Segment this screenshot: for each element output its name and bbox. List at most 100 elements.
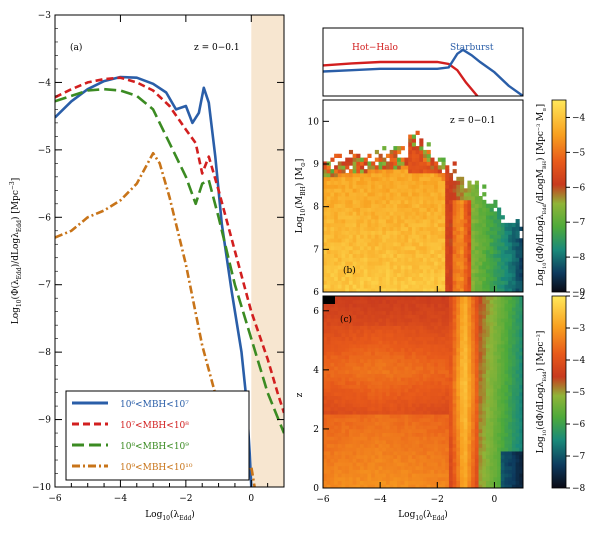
heatmap-b-cell: [460, 245, 465, 251]
heatmap-c-cell: [360, 403, 365, 408]
panel-c-letter: (c): [340, 314, 352, 325]
heatmap-c-cell: [508, 399, 513, 404]
heatmap-c-cell: [485, 307, 491, 312]
heatmap-b-cell: [345, 219, 350, 224]
heatmap-b-cell: [445, 199, 450, 205]
heatmap-c-cell: [348, 454, 354, 459]
heatmap-b-cell: [348, 207, 354, 212]
heatmap-c-cell: [419, 296, 424, 301]
heatmap-c-cell: [393, 443, 398, 448]
heatmap-c-cell: [323, 403, 328, 408]
heatmap-c-cell: [367, 318, 372, 323]
heatmap-b-cell: [467, 261, 472, 266]
heatmap-c-cell: [345, 432, 350, 437]
heatmap-b-cell: [378, 276, 383, 281]
heatmap-b-cell: [352, 230, 357, 235]
heatmap-c-cell: [337, 417, 342, 422]
heatmap-c-cell: [363, 347, 368, 352]
heatmap-c-cell: [382, 373, 387, 378]
heatmap-b-cell: [397, 249, 402, 254]
heatmap-b-cell: [360, 203, 365, 208]
heatmap-b-cell: [415, 207, 420, 212]
heatmap-c-cell: [334, 344, 339, 349]
heatmap-b-cell: [430, 265, 435, 270]
heatmap-b-cell: [385, 153, 391, 158]
heatmap-c-cell: [404, 436, 409, 441]
heatmap-b-cell: [493, 288, 498, 292]
heatmap-c-cell: [515, 377, 520, 382]
heatmap-b-cell: [463, 245, 468, 251]
heatmap-c-cell: [367, 329, 372, 334]
heatmap-c-cell: [482, 414, 487, 419]
heatmap-c-cell: [374, 428, 379, 434]
heatmap-b-cell: [382, 222, 387, 228]
heatmap-c-cell: [400, 421, 405, 426]
heatmap-c-cell: [323, 451, 328, 456]
heatmap-c-cell: [378, 469, 383, 474]
heatmap-c-cell: [515, 451, 520, 456]
heatmap-c-cell: [385, 473, 391, 478]
heatmap-b-cell: [352, 176, 357, 182]
heatmap-c-cell: [485, 425, 491, 430]
heatmap-c-cell: [352, 388, 357, 393]
cbar-tick-label: −9: [572, 288, 586, 298]
heatmap-b-cell: [378, 165, 383, 170]
heatmap-b-cell: [378, 211, 383, 216]
heatmap-c-cell: [434, 406, 439, 411]
series-line-2: [55, 76, 284, 414]
heatmap-c-cell: [474, 303, 479, 308]
heatmap-c-cell: [415, 443, 420, 448]
heatmap-c-cell: [426, 296, 431, 301]
heatmap-b-cell: [452, 272, 457, 278]
heatmap-b-cell: [374, 276, 379, 281]
heatmap-c-cell: [326, 432, 331, 437]
heatmap-c-cell: [515, 403, 520, 408]
heatmap-c-cell: [419, 465, 424, 470]
heatmap-c-cell: [411, 392, 416, 397]
heatmap-b-cell: [400, 268, 405, 274]
heatmap-c-cell: [408, 473, 413, 478]
heatmap-c-cell: [382, 347, 387, 352]
heatmap-c-cell: [326, 347, 331, 352]
heatmap-b-cell: [360, 230, 365, 235]
heatmap-c-cell: [467, 299, 472, 304]
heatmap-c-cell: [371, 303, 376, 308]
series-line-3: [55, 87, 284, 434]
heatmap-b-cell: [482, 265, 487, 270]
heatmap-c-cell: [426, 403, 431, 408]
heatmap-c-cell: [489, 366, 494, 371]
heatmap-b-cell: [426, 157, 431, 162]
heatmap-b-cell: [367, 288, 372, 292]
heatmap-c-cell: [448, 325, 454, 330]
heatmap-b-cell: [441, 188, 446, 193]
heatmap-c-cell: [471, 307, 476, 312]
heatmap-c-cell: [334, 410, 339, 415]
heatmap-c-cell: [360, 314, 365, 319]
heatmap-b-cell: [426, 180, 431, 185]
heatmap-c-cell: [356, 454, 361, 459]
heatmap-c-cell: [485, 377, 491, 382]
heatmap-c-cell: [415, 447, 420, 452]
heatmap-b-cell: [463, 257, 468, 262]
heatmap-b-cell: [348, 276, 354, 281]
heatmap-c-cell: [397, 321, 402, 326]
heatmap-c-cell: [474, 440, 479, 445]
panel-a-xlabel: Log10(λEdd): [145, 509, 195, 522]
heatmap-c-cell: [334, 299, 339, 304]
heatmap-b-cell: [389, 234, 394, 239]
heatmap-c-cell: [452, 321, 457, 326]
heatmap-c-cell: [437, 476, 442, 482]
heatmap-c-cell: [441, 440, 446, 445]
heatmap-c-cell: [356, 358, 361, 363]
heatmap-c-cell: [367, 484, 372, 488]
heatmap-b-cell: [363, 196, 368, 201]
heatmap-c-cell: [511, 329, 516, 334]
heatmap-c-cell: [345, 447, 350, 452]
heatmap-c-cell: [426, 451, 431, 456]
heatmap-b-cell: [426, 196, 431, 201]
heatmap-c-cell: [389, 484, 394, 488]
heatmap-c-cell: [511, 369, 516, 374]
heatmap-c-cell: [363, 377, 368, 382]
heatmap-b-cell: [334, 165, 339, 170]
heatmap-c-cell: [400, 303, 405, 308]
